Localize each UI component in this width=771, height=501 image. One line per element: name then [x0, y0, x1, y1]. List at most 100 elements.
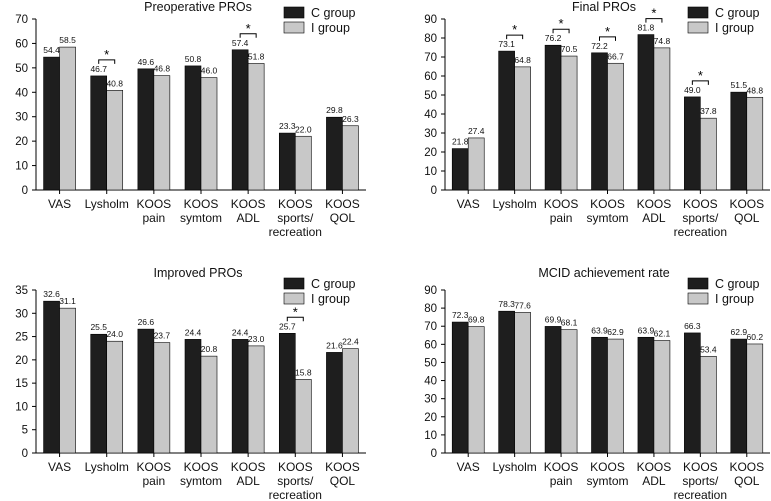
data-label: 60.2 [747, 332, 764, 342]
bar-c-group [231, 49, 249, 191]
x-tick-label-line: ADL [236, 474, 260, 488]
data-label: 25.5 [90, 322, 107, 332]
data-label: 69.8 [468, 315, 485, 325]
x-tick-label: KOOS ADL [637, 197, 672, 225]
significance-bracket [691, 80, 709, 85]
bar-c-group [730, 91, 748, 191]
y-tick-label: 90 [424, 14, 437, 26]
x-tick-label-line: VAS [457, 197, 480, 211]
legend-label: I group [311, 292, 350, 306]
x-tick-label-line: Lysholm [85, 197, 129, 211]
y-tick-label: 40 [424, 376, 437, 388]
data-label: 63.9 [638, 325, 655, 335]
bar-c-group [137, 68, 155, 191]
bar-i-group [560, 55, 578, 191]
bar-i-group [653, 47, 671, 191]
data-label: 66.3 [684, 321, 701, 331]
data-label: 46.8 [154, 64, 171, 74]
bar-i-group [247, 63, 265, 191]
x-tick-label-line: recreation [269, 488, 322, 501]
data-label: 70.5 [561, 44, 578, 54]
data-label: 26.6 [138, 317, 155, 327]
y-tick-label: 35 [15, 285, 28, 297]
bar-i-group [59, 46, 76, 191]
bar-c-group [684, 332, 701, 454]
x-tick-label-line: KOOS [231, 460, 266, 474]
chart-title: Final PROs [572, 0, 636, 14]
data-label: 74.8 [654, 36, 671, 46]
x-tick-label-line: sports/ [682, 474, 719, 488]
x-tick-label-line: Lysholm [493, 197, 537, 211]
x-tick-label: Lysholm [85, 197, 129, 211]
data-label: 66.7 [607, 51, 624, 61]
legend-swatch-i-group [283, 292, 305, 305]
data-label: 24.4 [185, 327, 202, 337]
x-tick-label-line: KOOS [637, 460, 672, 474]
chart-title: Preoperative PROs [144, 0, 252, 14]
data-label: 76.2 [545, 33, 562, 43]
data-label: 32.6 [43, 289, 60, 299]
data-label: 23.3 [279, 121, 296, 131]
x-tick-label-line: QOL [734, 474, 760, 488]
data-label: 69.9 [545, 314, 562, 324]
x-tick-label-line: KOOS [544, 460, 579, 474]
data-label: 81.8 [638, 23, 655, 33]
bar-i-group [247, 345, 265, 454]
data-label: 51.8 [248, 51, 265, 61]
x-tick-label-line: QOL [330, 474, 356, 488]
legend-label: C group [715, 277, 760, 291]
x-tick-label: KOOS sports/recreation [269, 197, 322, 239]
y-tick-label: 70 [15, 14, 28, 26]
x-tick-label-line: pain [143, 211, 166, 225]
y-tick-label: 30 [15, 112, 28, 124]
data-label: 29.8 [326, 105, 343, 115]
data-label: 49.0 [684, 85, 701, 95]
y-tick-label: 30 [424, 128, 437, 140]
legend-label: C group [311, 6, 356, 20]
x-tick-label: KOOS ADL [231, 460, 266, 488]
bar-c-group [498, 50, 515, 191]
bar-c-group [684, 96, 701, 191]
x-tick-label-line: VAS [457, 460, 480, 474]
data-label: 58.5 [59, 35, 76, 45]
y-tick-label: 80 [424, 33, 437, 45]
data-label: 68.1 [561, 318, 578, 328]
data-label: 15.8 [295, 367, 312, 377]
bar-c-group [90, 333, 108, 454]
data-label: 50.8 [185, 54, 202, 64]
x-tick-label-line: pain [550, 211, 573, 225]
y-tick-label: 0 [22, 448, 28, 460]
bar-i-group [746, 343, 764, 454]
bar-i-group [342, 125, 359, 191]
bar-i-group [294, 135, 312, 191]
bar-i-group [59, 307, 76, 454]
y-tick-label: 70 [424, 52, 437, 64]
data-label: 46.0 [201, 66, 218, 76]
bar-c-group [730, 338, 748, 454]
y-tick-label: 0 [431, 185, 437, 197]
y-tick-label: 50 [424, 90, 437, 102]
y-tick-label: 20 [424, 147, 437, 159]
x-tick-label-line: KOOS [544, 197, 579, 211]
bar-i-group [106, 340, 124, 454]
bar-c-group [591, 52, 608, 191]
y-tick-label: 15 [15, 378, 28, 390]
data-label: 40.8 [106, 78, 123, 88]
data-label: 48.8 [747, 85, 764, 95]
bar-c-group [326, 116, 343, 191]
x-tick-label-line: KOOS [729, 460, 764, 474]
bar-c-group [544, 326, 562, 454]
bar-c-group [326, 352, 343, 454]
bar-i-group [700, 355, 717, 454]
y-tick-label: 50 [15, 63, 28, 75]
significance-star: * [104, 47, 109, 62]
data-label: 24.0 [106, 329, 123, 339]
significance-star: * [293, 304, 298, 319]
x-tick-label: KOOS ADL [231, 197, 266, 225]
x-tick-label-line: KOOS [325, 197, 360, 211]
significance-bracket [552, 28, 570, 34]
significance-bracket [239, 33, 257, 38]
x-tick-label-line: Lysholm [85, 460, 129, 474]
data-label: 62.1 [654, 329, 671, 339]
